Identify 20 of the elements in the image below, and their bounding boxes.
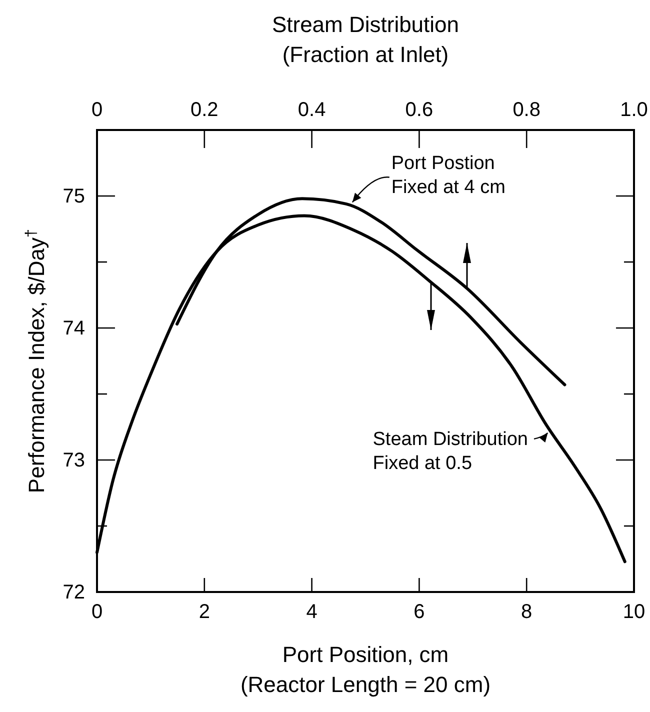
x2-tick-label: 0.8 — [512, 99, 541, 121]
y-tick-label: 73 — [62, 449, 85, 472]
x2-tick-label: 0.6 — [405, 99, 434, 121]
y-tick-label: 75 — [62, 185, 85, 208]
x-tick-label: 10 — [622, 601, 646, 623]
x2-tick-label: 0.2 — [190, 99, 218, 121]
x-tick-label: 2 — [198, 601, 210, 623]
x-tick-label: 4 — [306, 601, 318, 623]
x-axis-title: Port Position, cm (Reactor Length = 20 cm) — [240, 642, 491, 697]
x-tick-label: 8 — [521, 601, 532, 623]
x-tick-label: 0 — [91, 601, 103, 623]
annotation: Port Postion Fixed at 4 cm — [391, 153, 506, 198]
y-tick-label: 74 — [62, 317, 85, 340]
x2-tick-label: 1.0 — [620, 99, 648, 121]
y-tick-label: 72 — [62, 581, 85, 604]
x2-axis-title: Stream Distribution (Fraction at Inlet) — [272, 12, 460, 67]
annotation: Steam Distribution Fixed at 0.5 — [372, 428, 528, 474]
x2-tick-label: 0.4 — [298, 99, 326, 121]
x2-tick-label: 0 — [91, 99, 103, 121]
x-tick-label: 6 — [414, 601, 425, 623]
